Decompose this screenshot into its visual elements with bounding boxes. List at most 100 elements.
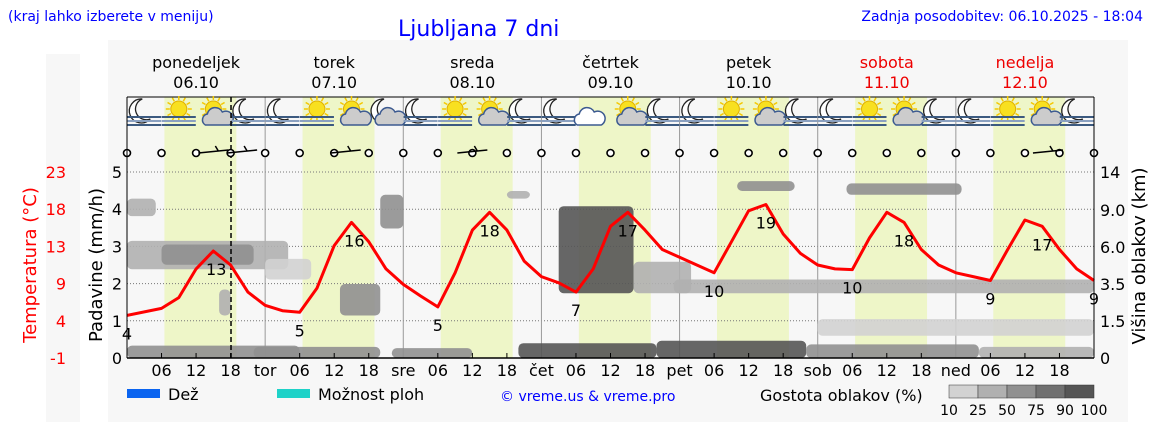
hour-tick: 12 [186,361,206,380]
temp-min-label: 7 [571,301,581,320]
day-name: ponedeljek [152,53,241,72]
day-date: 11.10 [864,73,910,92]
day-date: 06.10 [173,73,219,92]
cloud-shape [573,106,606,126]
hour-tick: 06 [428,361,448,380]
sun-ray [201,112,206,117]
sun-ray [320,97,325,102]
sun-ray [186,112,191,117]
cloud-area [391,348,473,358]
hour-tick: 12 [600,361,620,380]
precip-tick: 0 [112,349,122,368]
day-name: torek [314,53,356,72]
sun-ray [907,97,912,102]
sun-ray [443,112,448,117]
temp-tick: -1 [50,349,66,368]
sun-ray [857,101,863,106]
day-date: 07.10 [311,73,357,92]
wind-barb [330,145,361,154]
location-hint[interactable]: (kraj lahko izberete v meniju) [8,9,214,25]
cloud-area [978,346,1094,358]
temp-tick: 18 [46,200,66,219]
sun-ray [167,112,172,117]
day-name: nedelja [996,53,1055,72]
hour-tick: 06 [566,361,586,380]
temp-min-label: 5 [295,321,305,340]
sun-disc [170,100,188,118]
day-name: sobota [860,53,914,72]
wind-calm-circle [571,148,581,158]
hour-tick: 06 [704,361,724,380]
sun-ray [892,112,897,117]
wind-calm-circle [606,148,615,158]
cloud-shape [754,106,787,126]
cloud-shape [374,106,407,126]
sun-ray [996,112,1001,117]
showers-swatch [277,389,310,398]
sun-ray [344,97,348,102]
rain-legend-label: Dež [168,385,199,404]
sun-ray [305,112,310,117]
moon-fog-icon [265,98,300,126]
sun-ray [635,101,640,106]
moon-fog-icon [230,98,265,126]
day-name: petek [726,53,772,72]
sun-ray [462,112,467,117]
daylight-band [164,97,237,358]
hour-tick: 06 [289,361,309,380]
cloud-shape [478,106,511,126]
density-step-label: 10 [940,403,958,419]
sun-ray [1000,97,1004,102]
density-legend-label: Gostota oblakov (%) [760,386,923,405]
cloud-area [380,194,404,229]
sun-ray [1030,112,1035,117]
density-step-label: 50 [998,403,1016,419]
hour-tick: 12 [462,361,482,380]
sun-fog-icon [852,96,887,126]
hour-tick: 18 [1049,361,1069,380]
moon-fog-icon [817,98,852,126]
precip-tick: 1 [112,312,122,331]
sun-ray [182,97,186,102]
sun-ray [493,97,497,102]
wind-calm-circle [847,148,857,158]
hour-tick: 06 [980,361,1000,380]
wind-calm-circle [157,148,166,158]
precip-tick: 2 [112,275,122,294]
sun-fog-icon [714,96,749,126]
sun-ray [167,101,172,106]
hour-tick: 18 [635,361,655,380]
sun-ray [724,97,728,102]
hour-tick: 06 [842,361,862,380]
sun-ray [1011,97,1015,102]
sun-ray [309,97,314,102]
cloud-icon [573,106,606,126]
sun-ray [631,97,635,102]
wind-calm-circle [917,148,926,158]
density-swatch [948,384,979,399]
chart-title: Ljubljana 7 dni [398,17,559,42]
sun-ray [616,112,621,117]
moon-fog-icon [403,98,438,126]
sun-ray [1030,101,1035,106]
credit-link[interactable]: © vreme.us & vreme.pro [500,389,675,405]
sun-fog-icon [299,96,334,126]
hour-tick: 18 [773,361,793,380]
cloud-area [253,346,381,358]
temp-tick: 23 [46,163,66,182]
density-step-label: 75 [1027,403,1045,419]
wind-calm-circle [502,148,512,158]
cloud-area [127,198,156,217]
moon-fog-icon [679,98,714,126]
wind-barb [1032,145,1064,154]
wind-calm-circle [813,148,823,158]
cloud-area [265,258,312,280]
hour-tick: 06 [151,361,171,380]
sun-ray [477,112,483,117]
sun-ray [443,101,448,106]
sun-cloud-icon [476,96,511,126]
hour-tick: 18 [911,361,931,380]
wind-calm-circle [260,148,270,158]
day-name: sreda [450,53,494,72]
daylight-band [716,97,789,358]
